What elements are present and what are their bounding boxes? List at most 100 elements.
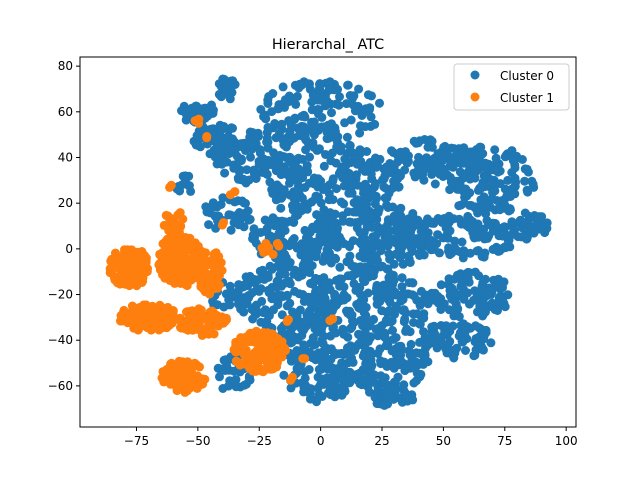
data-point [483, 290, 493, 300]
data-point [317, 112, 327, 122]
data-point [180, 171, 190, 181]
data-point [484, 220, 493, 230]
data-point [277, 310, 287, 320]
data-point [289, 240, 299, 249]
legend-label-cluster-1: Cluster 1 [500, 91, 554, 105]
data-point [169, 224, 179, 234]
data-point [465, 299, 474, 309]
data-point [487, 298, 497, 308]
data-point [191, 101, 201, 111]
data-point [485, 196, 495, 206]
data-point [226, 225, 236, 235]
x-tick-label: 0 [317, 434, 325, 448]
data-point [389, 386, 399, 396]
data-point [273, 290, 283, 300]
data-point [240, 146, 250, 155]
data-point [305, 152, 314, 162]
data-point [211, 223, 221, 233]
data-point [438, 172, 448, 181]
data-point [232, 340, 242, 350]
data-point [225, 94, 235, 104]
data-point [399, 289, 409, 298]
data-point [178, 264, 188, 274]
x-tick-label: −50 [185, 434, 210, 448]
data-point [436, 280, 446, 290]
data-point [320, 348, 330, 358]
data-point [326, 390, 336, 400]
data-point [349, 318, 359, 327]
data-point [406, 241, 415, 251]
data-point [481, 328, 491, 338]
data-point [233, 299, 243, 309]
data-point [473, 232, 483, 242]
data-point [360, 277, 370, 287]
data-point [252, 326, 261, 336]
data-point [340, 154, 350, 164]
data-point [380, 373, 390, 383]
data-point [415, 251, 424, 260]
data-point [537, 224, 547, 234]
data-point [417, 358, 427, 368]
data-point [405, 258, 415, 267]
data-point [402, 324, 412, 334]
data-point [363, 90, 373, 100]
data-point [354, 329, 363, 339]
data-point [273, 300, 283, 310]
data-point [406, 339, 416, 349]
data-point [224, 139, 234, 149]
data-point [217, 125, 227, 135]
data-point [402, 392, 412, 402]
data-point [355, 303, 365, 313]
data-point [224, 381, 233, 391]
data-point [239, 198, 249, 208]
data-point [371, 179, 380, 188]
data-point [335, 274, 345, 284]
data-point [178, 358, 188, 368]
data-point [176, 323, 185, 332]
data-point [458, 337, 468, 347]
data-point [205, 307, 215, 317]
data-point [271, 133, 281, 143]
data-point [379, 400, 389, 410]
data-point [301, 145, 311, 155]
data-point [348, 357, 358, 367]
data-point [294, 153, 303, 163]
data-point [377, 261, 387, 271]
data-point [236, 156, 246, 166]
data-point [370, 392, 380, 402]
data-point [166, 180, 176, 190]
data-point [192, 131, 202, 141]
data-point [166, 249, 176, 259]
data-point [302, 248, 312, 258]
data-point [186, 261, 196, 271]
data-point [152, 305, 162, 315]
data-point [257, 243, 267, 253]
data-point [387, 146, 396, 156]
data-point [308, 121, 318, 130]
legend-box [453, 63, 570, 111]
data-point [477, 251, 487, 261]
data-point [459, 198, 469, 208]
series-cluster-0 [172, 74, 552, 410]
data-point [134, 306, 144, 316]
data-point [523, 187, 533, 197]
data-point [460, 323, 470, 333]
data-point [227, 123, 236, 133]
data-point [297, 111, 307, 121]
x-tick-label: −25 [247, 434, 272, 448]
data-point [222, 157, 232, 167]
data-point [216, 200, 226, 209]
data-point [154, 325, 164, 335]
data-point [277, 119, 287, 129]
data-point [345, 91, 355, 100]
data-point [529, 182, 539, 192]
data-point [410, 363, 420, 373]
data-point [404, 151, 413, 161]
data-point [318, 339, 328, 349]
data-point [520, 176, 530, 186]
data-point [239, 209, 249, 219]
data-point [328, 174, 338, 184]
data-point [362, 222, 372, 231]
data-point [339, 329, 349, 339]
data-point [443, 233, 453, 243]
